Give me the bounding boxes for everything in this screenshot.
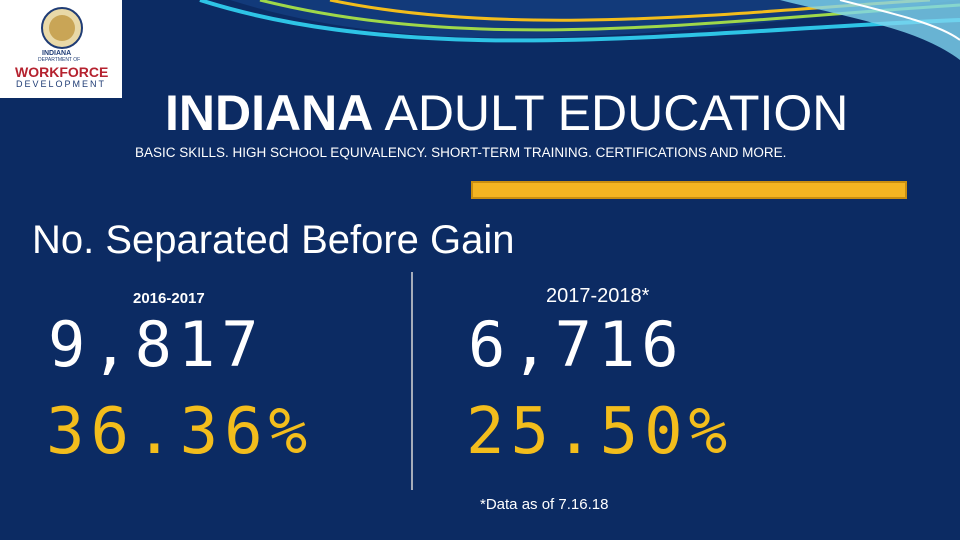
title-rest: ADULT EDUCATION bbox=[384, 85, 849, 141]
footnote: *Data as of 7.16.18 bbox=[480, 496, 609, 513]
logo-text: DEVELOPMENT bbox=[16, 79, 107, 89]
title-bold: INDIANA bbox=[165, 85, 374, 141]
percent: 25.50% bbox=[466, 395, 734, 469]
logo-text: WORKFORCE bbox=[15, 64, 109, 80]
period: 2016-2017 bbox=[133, 290, 205, 307]
percent: 36.36% bbox=[46, 395, 314, 469]
heading: No. Separated Before Gain bbox=[32, 218, 515, 262]
count: 9,817 bbox=[48, 308, 265, 381]
period: 2017-2018* bbox=[546, 285, 650, 307]
count: 6,716 bbox=[468, 308, 685, 381]
subtitle: BASIC SKILLS. HIGH SCHOOL EQUIVALENCY. S… bbox=[135, 145, 787, 160]
logo-text: DEPARTMENT OF bbox=[38, 57, 81, 63]
logo-text: INDIANA bbox=[42, 50, 72, 57]
title: INDIANA ADULT EDUCATION bbox=[165, 88, 848, 138]
